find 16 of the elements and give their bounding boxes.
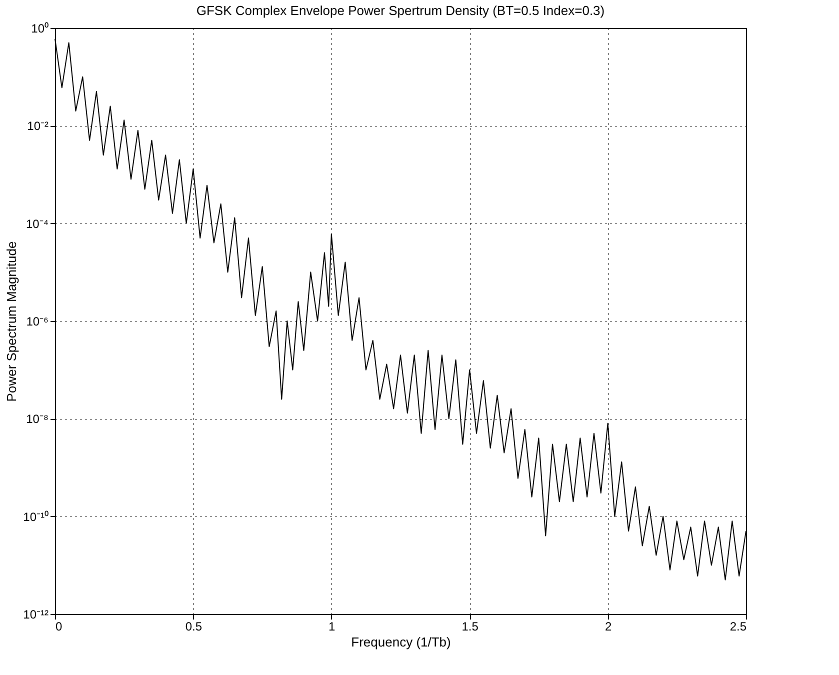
y-tick-label: 10⁰ <box>31 22 48 36</box>
y-tick-label: 10⁻¹⁰ <box>23 510 48 524</box>
y-tick-label: 10⁻⁴ <box>26 216 48 231</box>
chart-title: GFSK Complex Envelope Power Spertrum Density (BT=0.5 Index=0.3) <box>196 3 605 18</box>
x-tick-label: 0.5 <box>185 620 202 634</box>
y-tick-label: 10⁻⁶ <box>26 314 49 328</box>
x-tick-label: 2.5 <box>730 620 747 634</box>
x-tick-label: 2 <box>604 620 612 634</box>
x-tick-label: 1.5 <box>462 620 479 634</box>
y-tick-label: 10⁻⁸ <box>26 412 48 426</box>
x-tick-label: 0 <box>56 620 62 634</box>
x-tick-label: 1 <box>328 620 336 634</box>
y-tick-label: 10⁻¹² <box>23 608 48 622</box>
y-tick-label: 10⁻² <box>27 119 49 134</box>
y-axis-title: Power Spectrum Magnitude <box>4 241 20 402</box>
x-axis-title: Frequency (1/Tb) <box>351 634 451 650</box>
